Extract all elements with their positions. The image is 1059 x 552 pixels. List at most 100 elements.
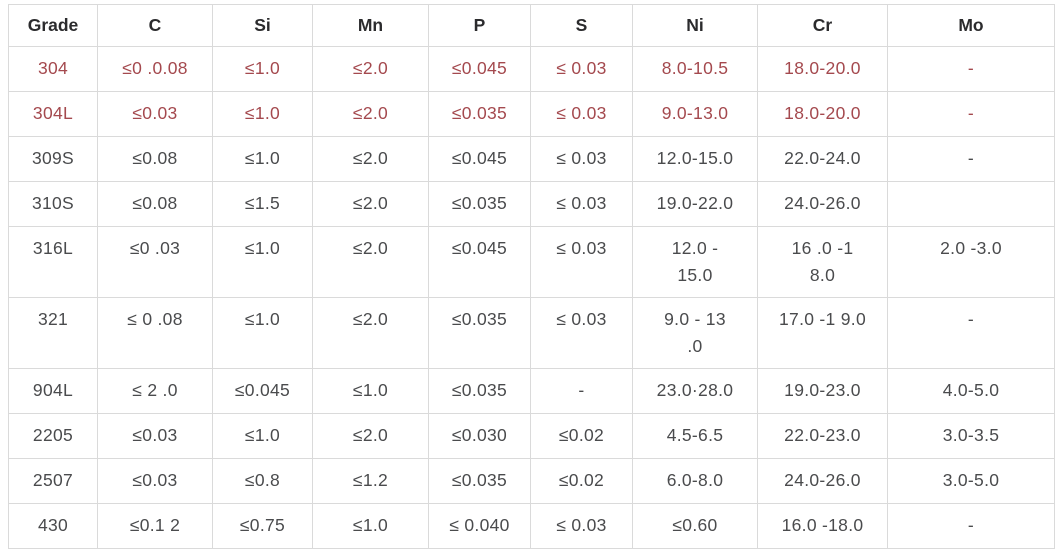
- table-cell: ≤0.045: [428, 226, 531, 298]
- table-cell: ≤ 0.040: [428, 503, 531, 549]
- table-cell: 22.0-23.0: [757, 413, 888, 459]
- composition-table: Grade C Si Mn P S Ni Cr Mo 304 ≤0 .0.08 ≤1.0 ≤2.0 ≤0…: [8, 4, 1055, 549]
- column-header-si: Si: [212, 4, 313, 47]
- grade-cell: 304: [8, 46, 98, 92]
- table-cell: ≤1.0: [212, 91, 313, 137]
- column-header-grade: Grade: [8, 4, 98, 47]
- table-cell: ≤ 2 .0: [97, 368, 213, 414]
- table-cell: ≤0 .0.08: [97, 46, 213, 92]
- table-cell: ≤ 0.03: [530, 136, 633, 182]
- table-cell: ≤2.0: [312, 413, 429, 459]
- column-header-s: S: [530, 4, 633, 47]
- table-cell: 12.0-15.0: [632, 136, 758, 182]
- table-cell: -: [887, 297, 1055, 369]
- grade-cell: 430: [8, 503, 98, 549]
- table-cell: ≤0.8: [212, 458, 313, 504]
- table-body: 304 ≤0 .0.08 ≤1.0 ≤2.0 ≤0.045 ≤ 0.03 8.0-10.5 1…: [8, 46, 1055, 549]
- table-cell: ≤0.03: [97, 91, 213, 137]
- table-cell: ≤0.1 2: [97, 503, 213, 549]
- table-cell: ≤1.0: [212, 46, 313, 92]
- table-cell: 9.0 - 13 .0: [632, 297, 758, 369]
- table-cell: ≤0.03: [97, 458, 213, 504]
- column-header-mn: Mn: [312, 4, 429, 47]
- table-cell: 4.5-6.5: [632, 413, 758, 459]
- table-cell: ≤0.045: [212, 368, 313, 414]
- table-cell: ≤1.5: [212, 181, 313, 227]
- table-cell: -: [887, 46, 1055, 92]
- grade-cell: 310S: [8, 181, 98, 227]
- table-cell: 3.0-5.0: [887, 458, 1055, 504]
- table-cell: -: [887, 136, 1055, 182]
- table-row-2205: 2205 ≤0.03 ≤1.0 ≤2.0 ≤0.030 ≤0.02 4.5-6.5 22.0-…: [8, 413, 1055, 459]
- table-cell: ≤ 0.03: [530, 226, 633, 298]
- table-cell: ≤1.0: [212, 136, 313, 182]
- column-header-ni: Ni: [632, 4, 758, 47]
- table-cell: 19.0-23.0: [757, 368, 888, 414]
- table-row-2507: 2507 ≤0.03 ≤0.8 ≤1.2 ≤0.035 ≤0.02 6.0-8.0 24.0-…: [8, 458, 1055, 504]
- table-cell: ≤0.60: [632, 503, 758, 549]
- table-cell: ≤ 0 .08: [97, 297, 213, 369]
- table-cell: -: [887, 91, 1055, 137]
- grade-cell: 321: [8, 297, 98, 369]
- table-cell: ≤0 .03: [97, 226, 213, 298]
- grade-cell: 304L: [8, 91, 98, 137]
- table-row-316l: 316L ≤0 .03 ≤1.0 ≤2.0 ≤0.045 ≤ 0.03 12.0 - 15.…: [8, 226, 1055, 298]
- table-header: Grade C Si Mn P S Ni Cr Mo: [8, 4, 1055, 47]
- table-cell: ≤2.0: [312, 91, 429, 137]
- grade-cell: 316L: [8, 226, 98, 298]
- table-cell: 4.0-5.0: [887, 368, 1055, 414]
- table-cell: ≤2.0: [312, 46, 429, 92]
- column-header-mo: Mo: [887, 4, 1055, 47]
- table-cell: ≤1.0: [312, 368, 429, 414]
- table-cell: 22.0-24.0: [757, 136, 888, 182]
- grade-cell: 309S: [8, 136, 98, 182]
- table-row-904l: 904L ≤ 2 .0 ≤0.045 ≤1.0 ≤0.035-23.0·28.0 19.0…: [8, 368, 1055, 414]
- table-cell: 2.0 -3.0: [887, 226, 1055, 298]
- table-cell: 19.0-22.0: [632, 181, 758, 227]
- header-row: Grade C Si Mn P S Ni Cr Mo: [8, 4, 1055, 47]
- table-row-310s: 310S ≤0.08 ≤1.5 ≤2.0 ≤0.035 ≤ 0.03 19.0-22.0 24…: [8, 181, 1055, 227]
- table-cell: ≤0.08: [97, 136, 213, 182]
- table-cell: ≤2.0: [312, 297, 429, 369]
- table-cell: ≤0.035: [428, 181, 531, 227]
- table-cell: 3.0-3.5: [887, 413, 1055, 459]
- table-cell: ≤0.045: [428, 136, 531, 182]
- table-cell: 24.0-26.0: [757, 458, 888, 504]
- table-cell: ≤0.035: [428, 91, 531, 137]
- table-cell: 17.0 -1 9.0: [757, 297, 888, 369]
- table-cell: 24.0-26.0: [757, 181, 888, 227]
- table-cell: ≤0.030: [428, 413, 531, 459]
- table-cell: [887, 181, 1055, 227]
- table-cell: 6.0-8.0: [632, 458, 758, 504]
- table-cell: ≤ 0.03: [530, 181, 633, 227]
- table-cell: ≤0.035: [428, 368, 531, 414]
- table-row-304: 304 ≤0 .0.08 ≤1.0 ≤2.0 ≤0.045 ≤ 0.03 8.0-10.5 1…: [8, 46, 1055, 92]
- table-cell: ≤2.0: [312, 226, 429, 298]
- table-cell: ≤0.08: [97, 181, 213, 227]
- table-cell: 8.0-10.5: [632, 46, 758, 92]
- table-cell: ≤0.035: [428, 458, 531, 504]
- table-cell: ≤0.02: [530, 413, 633, 459]
- table-row-430: 430 ≤0.1 2 ≤0.75 ≤1.0 ≤ 0.040 ≤ 0.03 ≤0.60 16.0…: [8, 503, 1055, 549]
- table-cell: ≤ 0.03: [530, 297, 633, 369]
- table-row-321: 321 ≤ 0 .08 ≤1.0 ≤2.0 ≤0.035 ≤ 0.03 9.0 - 13 .…: [8, 297, 1055, 369]
- column-header-cr: Cr: [757, 4, 888, 47]
- table-cell: ≤ 0.03: [530, 503, 633, 549]
- table-cell: ≤0.03: [97, 413, 213, 459]
- column-header-p: P: [428, 4, 531, 47]
- grade-cell: 2507: [8, 458, 98, 504]
- table-cell: 16.0 -18.0: [757, 503, 888, 549]
- table-cell: ≤1.0: [312, 503, 429, 549]
- column-header-c: C: [97, 4, 213, 47]
- table-cell: ≤0.035: [428, 297, 531, 369]
- table-cell: ≤ 0.03: [530, 46, 633, 92]
- table-cell: 12.0 - 15.0: [632, 226, 758, 298]
- table-cell: ≤1.2: [312, 458, 429, 504]
- table-row-304l: 304L ≤0.03 ≤1.0 ≤2.0 ≤0.035 ≤ 0.03 9.0-13.0 18.…: [8, 91, 1055, 137]
- table-row-309s: 309S ≤0.08 ≤1.0 ≤2.0 ≤0.045 ≤ 0.03 12.0-15.0 22…: [8, 136, 1055, 182]
- table-cell: 9.0-13.0: [632, 91, 758, 137]
- table-cell: -: [887, 503, 1055, 549]
- table-cell: ≤1.0: [212, 297, 313, 369]
- table-cell: ≤0.75: [212, 503, 313, 549]
